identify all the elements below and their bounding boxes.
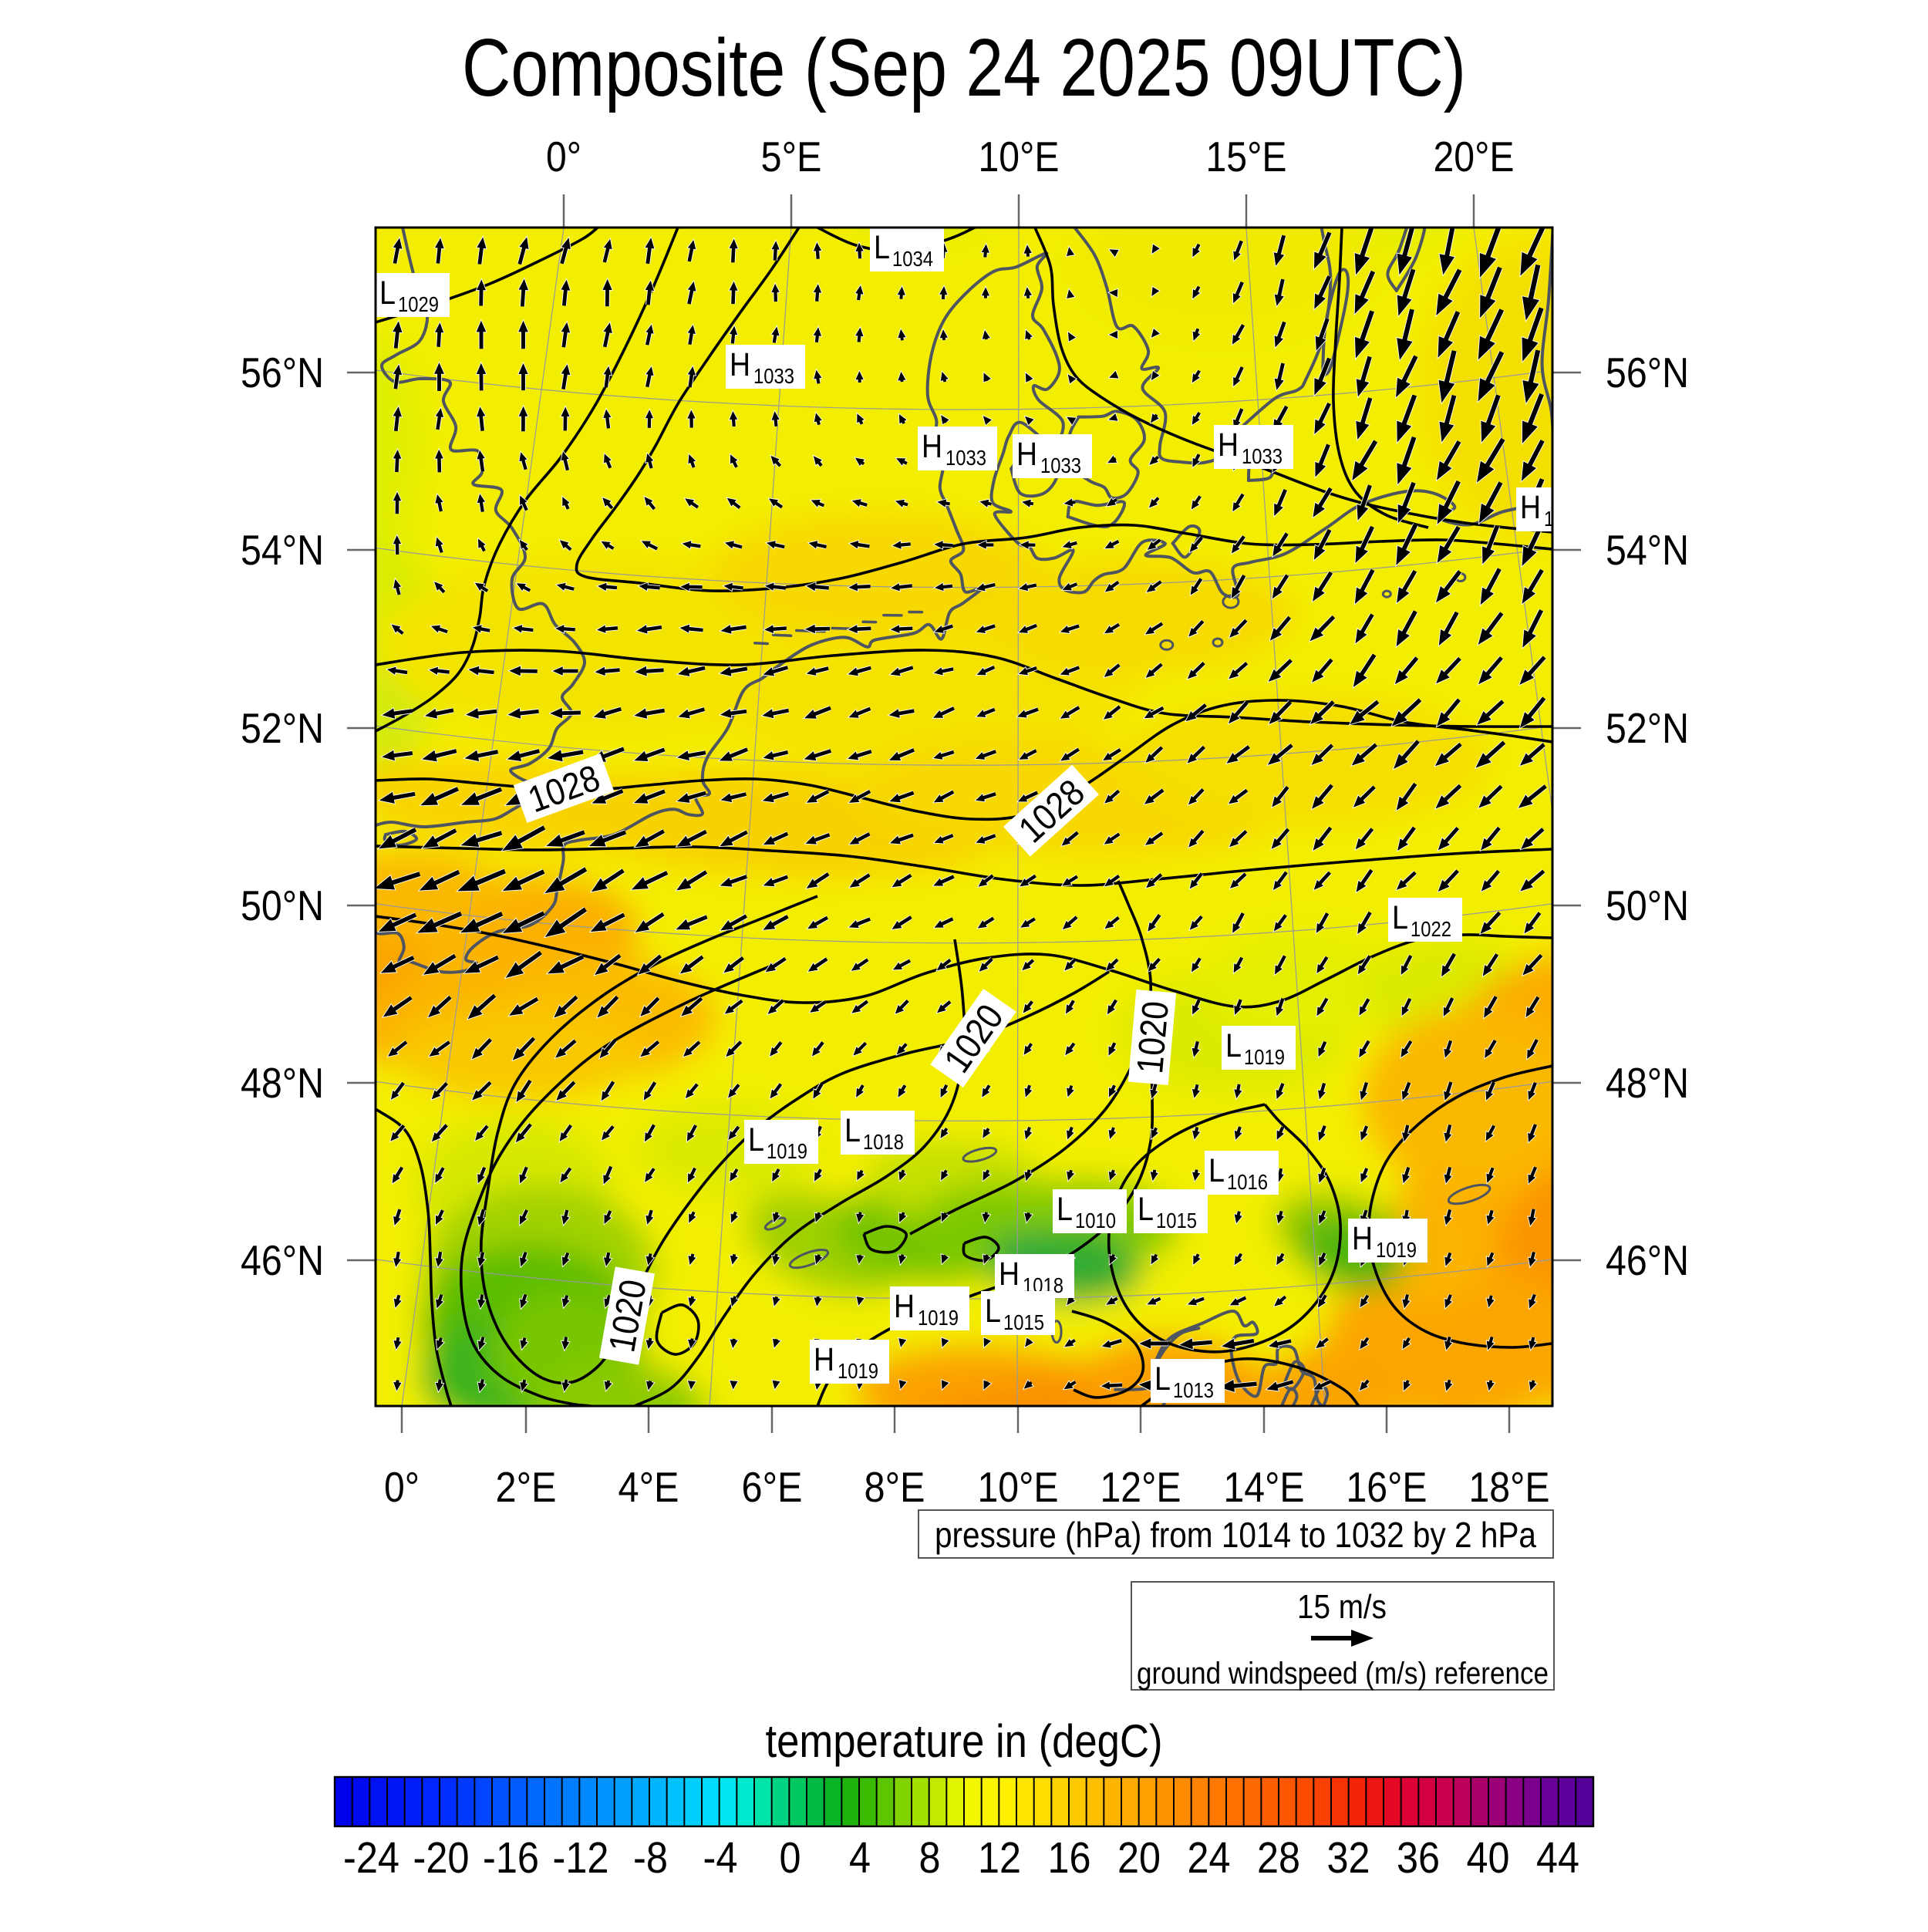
svg-text:H: H [1016,436,1037,473]
svg-text:4°E: 4°E [619,1463,679,1511]
svg-text:36: 36 [1397,1833,1440,1883]
svg-text:20: 20 [1117,1833,1161,1883]
svg-text:46°N: 46°N [241,1236,324,1284]
svg-text:1016: 1016 [1227,1170,1268,1194]
svg-text:L: L [1154,1360,1171,1398]
svg-text:1019: 1019 [838,1359,878,1383]
svg-text:-20: -20 [413,1833,470,1883]
svg-text:15 m/s: 15 m/s [1297,1588,1387,1626]
svg-text:1010: 1010 [1075,1209,1116,1232]
svg-text:1015: 1015 [1156,1209,1197,1232]
svg-text:0°: 0° [384,1463,420,1511]
svg-text:52°N: 52°N [241,704,324,752]
svg-text:H: H [922,428,942,465]
svg-text:50°N: 50°N [1606,882,1689,929]
svg-text:8°E: 8°E [865,1463,925,1511]
svg-text:15°E: 15°E [1206,133,1287,180]
svg-text:6°E: 6°E [742,1463,803,1511]
svg-text:10°E: 10°E [979,133,1060,180]
svg-text:48°N: 48°N [241,1059,324,1107]
svg-text:Composite (Sep 24 2025 09UTC): Composite (Sep 24 2025 09UTC) [462,22,1466,113]
svg-text:H: H [730,346,750,383]
svg-text:temperature in (degC): temperature in (degC) [766,1715,1163,1767]
svg-text:L: L [874,229,890,266]
svg-text:1018: 1018 [863,1130,904,1154]
svg-text:8: 8 [919,1833,941,1883]
svg-text:16: 16 [1048,1833,1091,1883]
svg-text:-4: -4 [703,1833,738,1883]
svg-text:14°E: 14°E [1224,1463,1305,1511]
svg-text:1019: 1019 [1244,1045,1285,1069]
svg-text:44: 44 [1536,1833,1579,1883]
svg-text:1029: 1029 [398,292,439,316]
svg-text:-12: -12 [553,1833,609,1883]
svg-text:56°N: 56°N [241,349,324,396]
svg-text:L: L [748,1121,764,1158]
svg-text:L: L [985,1293,1001,1330]
svg-text:20°E: 20°E [1434,133,1515,180]
svg-text:L: L [1225,1027,1242,1064]
svg-text:L: L [1392,899,1408,936]
svg-text:50°N: 50°N [241,882,324,929]
svg-text:56°N: 56°N [1606,349,1689,396]
svg-text:46°N: 46°N [1606,1236,1689,1284]
svg-text:1022: 1022 [1411,917,1451,941]
svg-text:0°: 0° [546,133,581,180]
svg-text:2°E: 2°E [496,1463,557,1511]
svg-text:H: H [1352,1220,1373,1257]
svg-text:54°N: 54°N [241,526,324,574]
svg-text:0: 0 [780,1833,801,1883]
svg-text:12: 12 [978,1833,1021,1883]
svg-text:H: H [1520,489,1541,526]
svg-text:1015: 1015 [1003,1310,1044,1334]
svg-text:24: 24 [1188,1833,1231,1883]
svg-text:12°E: 12°E [1101,1463,1181,1511]
svg-text:54°N: 54°N [1606,526,1689,574]
svg-text:1033: 1033 [945,446,986,470]
svg-text:16°E: 16°E [1347,1463,1427,1511]
svg-text:4: 4 [849,1833,871,1883]
svg-text:H: H [814,1341,834,1378]
svg-text:L: L [844,1112,861,1149]
svg-text:H: H [894,1288,915,1325]
svg-text:5°E: 5°E [761,133,822,180]
svg-text:L: L [1138,1191,1154,1228]
svg-text:1020: 1020 [1130,1000,1177,1075]
svg-text:1019: 1019 [767,1139,807,1163]
svg-text:pressure (hPa) from 1014 to 10: pressure (hPa) from 1014 to 1032 by 2 hP… [935,1515,1536,1555]
svg-text:48°N: 48°N [1606,1059,1689,1107]
svg-text:28: 28 [1257,1833,1300,1883]
svg-text:1019: 1019 [918,1306,959,1330]
svg-text:1013: 1013 [1173,1378,1214,1402]
svg-text:40: 40 [1467,1833,1510,1883]
svg-text:1033: 1033 [1242,444,1283,468]
svg-text:L: L [1208,1152,1225,1189]
svg-text:18°E: 18°E [1469,1463,1550,1511]
svg-text:1019: 1019 [1376,1238,1417,1262]
svg-text:52°N: 52°N [1606,704,1689,752]
svg-text:-16: -16 [483,1833,539,1883]
svg-text:ground windspeed (m/s) referen: ground windspeed (m/s) reference [1137,1657,1549,1691]
svg-text:-24: -24 [343,1833,399,1883]
svg-text:1034: 1034 [892,247,933,271]
svg-text:H: H [999,1256,1020,1293]
svg-text:1033: 1033 [753,364,794,388]
svg-text:H: H [1218,427,1239,464]
svg-text:10°E: 10°E [978,1463,1059,1511]
svg-text:32: 32 [1327,1833,1370,1883]
svg-text:1033: 1033 [1040,453,1081,477]
svg-text:L: L [379,275,396,312]
svg-text:L: L [1057,1191,1073,1228]
svg-text:-8: -8 [633,1833,668,1883]
